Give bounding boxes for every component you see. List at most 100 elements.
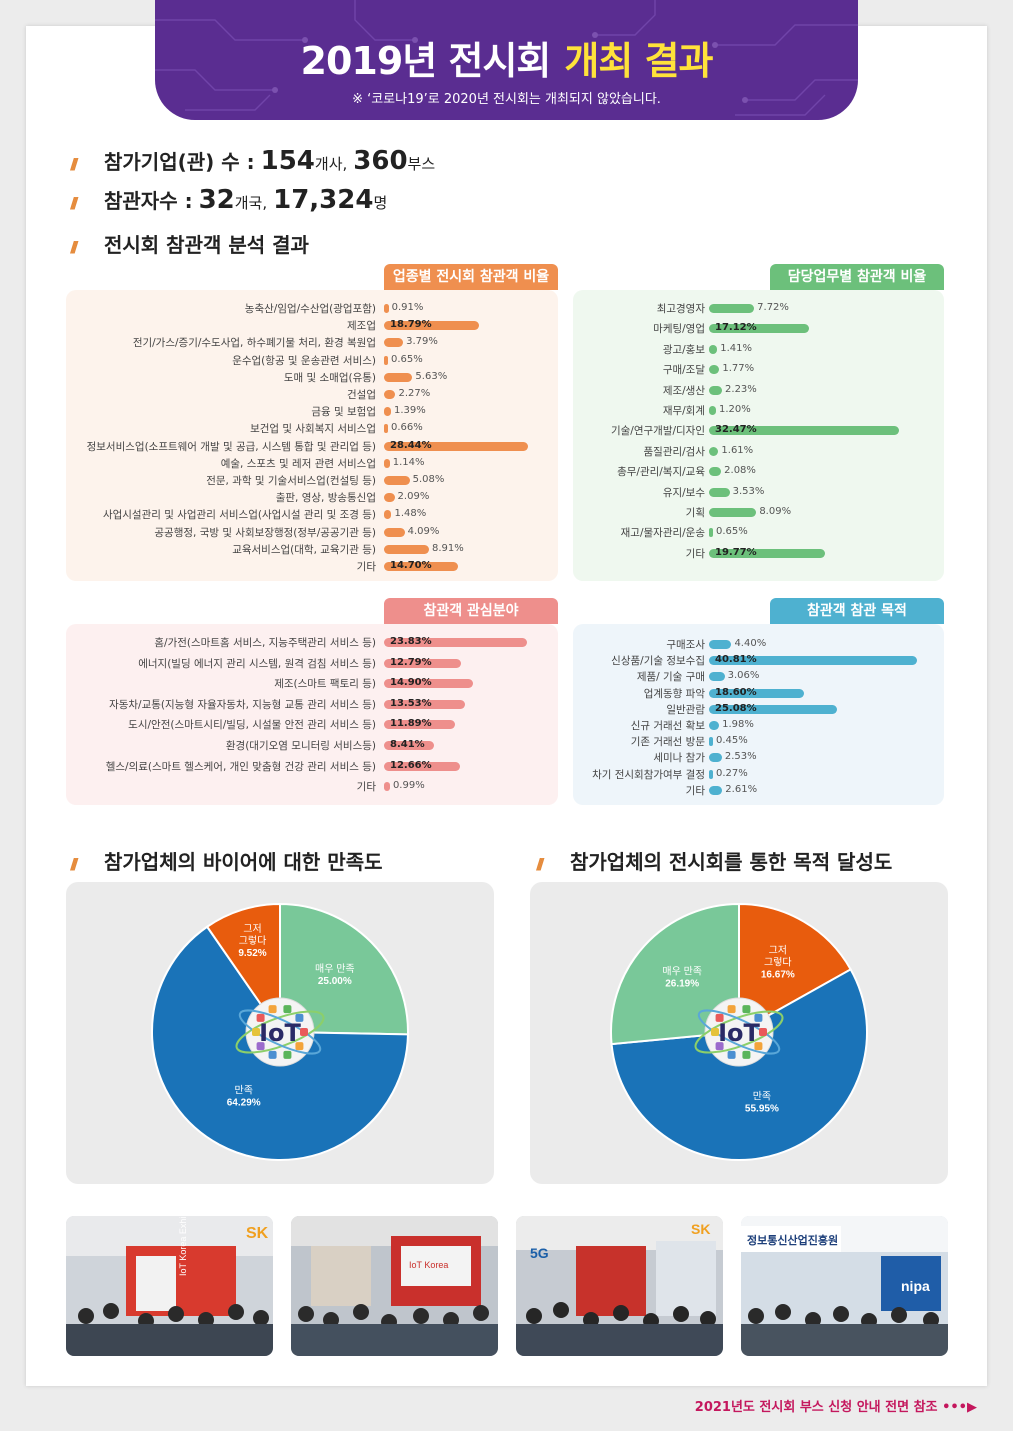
bar-label: 사업시설관리 및 사업관리 서비스업(사업시설 관리 및 조경 등) — [102, 509, 376, 522]
slash-mark-icon: /// — [70, 238, 78, 256]
bar-label: 품질관리/검사 — [643, 445, 706, 458]
pie-slice-name: 만족 — [235, 1085, 253, 1097]
bar-label: 정보서비스업(소프트웨어 개발 및 공급, 시스템 통합 및 관리업 등) — [86, 440, 376, 453]
headline-companies: /// 참가기업(관) 수 : 154 개사, 360 부스 — [70, 146, 435, 176]
footer-note[interactable]: 2021년도 전시회 부스 신청 안내 전면 참조 •••▶ — [695, 1396, 977, 1415]
bar — [709, 528, 713, 538]
bar-value-label: 23.83% — [390, 636, 432, 647]
bar-value-label: 4.40% — [734, 638, 767, 649]
bar — [384, 679, 474, 689]
bar-value-label: 3.79% — [406, 336, 438, 348]
bar-value-label: 0.91% — [391, 302, 424, 313]
bar-label: 총무/관리/복지/교육 — [617, 466, 705, 479]
headline-analysis: /// 전시회 참관객 분석 결과 — [70, 229, 309, 258]
bar-label: 예술, 스포츠 및 레저 관련 서비스업 — [220, 457, 376, 470]
achievement-heading-text: 참가업체의 전시회를 통한 목적 달성도 — [570, 850, 893, 874]
bar — [709, 640, 732, 649]
pie-slice — [205, 902, 281, 1036]
bar-value-label: 1.61% — [721, 444, 754, 456]
bar — [384, 304, 389, 313]
bar-label: 도매 및 소매업(유통) — [283, 371, 376, 384]
bar — [709, 344, 718, 354]
bar-label: 에너지(빌딩 에너지 관리 시스템, 원격 검침 서비스 등) — [138, 657, 376, 670]
bar-value-label: 0.65% — [716, 526, 748, 538]
bar-value-label: 4.09% — [407, 525, 440, 537]
satisfaction-pie-panel: 매우 만족 25.00% 만족 64.29% 그저 그렇다 9.52% IoT — [66, 882, 494, 1184]
bar — [384, 424, 388, 434]
pie-slice-value: 55.95% — [745, 1103, 779, 1114]
bar-value-label: 40.81% — [715, 654, 757, 666]
bar-label: 제품/ 기술 구매 — [636, 671, 705, 684]
bar-label: 기타 — [685, 547, 705, 560]
pie-slice-value: 64.29% — [227, 1098, 261, 1109]
bar — [709, 785, 723, 795]
photo-3-sign: 5G — [530, 1245, 549, 1261]
companies-count: 154 — [260, 146, 315, 176]
bar — [709, 656, 918, 666]
bar-value-label: 0.27% — [716, 767, 748, 779]
pie-slice-value: 26.19% — [665, 978, 699, 989]
pie-slice-value: 25.00% — [318, 976, 352, 987]
headline-visitors: /// 참관자수 : 32 개국, 17,324 명 — [70, 185, 387, 215]
companies-unit: 개사, — [314, 155, 348, 173]
bar-label: 자동차/교통(지능형 자율자동차, 지능형 교통 관리 서비스 등) — [109, 698, 376, 711]
bar — [709, 446, 719, 456]
bar — [384, 321, 479, 331]
pie-slice-name: 매우 만족 — [662, 965, 702, 977]
bar-label: 신상품/기술 정보수집 — [611, 655, 705, 668]
headline-label: 전시회 참관객 분석 결과 — [104, 233, 309, 257]
bar-value-label: 2.23% — [725, 383, 757, 395]
bar-value-label: 32.47% — [715, 424, 757, 436]
iot-globe-icon: IoT — [694, 997, 784, 1067]
bar — [709, 304, 755, 313]
title-banner: 2019년 전시회 개최 결과 ※ ‘코로나19’로 2020년 전시회는 개최되… — [155, 0, 858, 120]
iot-text: IoT — [259, 1019, 301, 1047]
exhibition-photo-2: IoT Korea — [291, 1216, 498, 1356]
countries-count: 32 — [198, 185, 235, 215]
bar — [384, 782, 390, 792]
bar-label: 건설업 — [347, 389, 376, 401]
bar-label: 광고/홍보 — [662, 343, 705, 356]
pie-slice-name: 그렇다 — [764, 956, 792, 969]
bar-value-label: 25.08% — [715, 702, 757, 714]
pie-slice-name: 그렇다 — [239, 934, 267, 947]
pie-slice-name: 그저 — [769, 945, 787, 957]
bar-label: 구매/조달 — [662, 364, 705, 377]
bar-label: 기술/연구개발/디자인 — [610, 425, 705, 438]
bar — [709, 737, 713, 747]
bar-value-label: 18.79% — [390, 319, 432, 331]
bar-value-label: 5.63% — [415, 370, 448, 382]
bar-label: 일반관람 — [666, 703, 705, 716]
bar-label: 농축산/임업/수산업(광업포함) — [244, 303, 376, 315]
footer-text: 2021년도 전시회 부스 신청 안내 전면 참조 — [694, 1400, 938, 1415]
pie-slice-name: 매우 만족 — [315, 963, 355, 975]
bar-value-label: 12.79% — [390, 656, 432, 668]
bar-value-label: 2.09% — [397, 491, 430, 503]
photo-1-logo: SK — [246, 1225, 269, 1242]
bar-value-label: 28.44% — [390, 439, 432, 451]
bar — [384, 407, 392, 417]
bar-value-label: 0.66% — [391, 422, 423, 434]
bar-value-label: 14.90% — [390, 677, 432, 689]
bar-label: 환경(대기오염 모니터링 서비스등) — [225, 740, 376, 752]
photo-2-sign: IoT Korea — [409, 1260, 448, 1270]
bar-value-label: 2.27% — [398, 388, 431, 399]
slash-mark-icon: /// — [70, 155, 78, 173]
pie-slice-name: 그저 — [243, 923, 261, 935]
interest-chart-panel: 홈/가전(스마트홈 서비스, 지능주택관리 서비스 등) 23.83% 에너지(빌딩… — [66, 624, 558, 805]
bar-label: 출판, 영상, 방송통신업 — [275, 492, 376, 505]
bar-value-label: 7.72% — [757, 302, 789, 313]
bar — [709, 324, 810, 334]
booths-count: 360 — [353, 146, 408, 176]
visitors-unit: 명 — [373, 194, 388, 212]
bar-value-label: 8.91% — [431, 542, 464, 554]
bar — [384, 493, 395, 503]
bar-label: 재무/회계 — [662, 405, 705, 417]
iot-text: IoT — [718, 1019, 760, 1047]
bar-value-label: 1.77% — [722, 363, 755, 375]
bar-label: 헬스/의료(스마트 헬스케어, 개인 맞춤형 건강 관리 서비스 등) — [105, 760, 376, 773]
bar-value-label: 11.89% — [390, 718, 432, 730]
bar-value-label: 19.77% — [715, 546, 757, 558]
industry-chart-title: 업종별 전시회 참관객 비율 — [384, 264, 558, 290]
bar-label: 세미나 참가 — [653, 752, 705, 765]
